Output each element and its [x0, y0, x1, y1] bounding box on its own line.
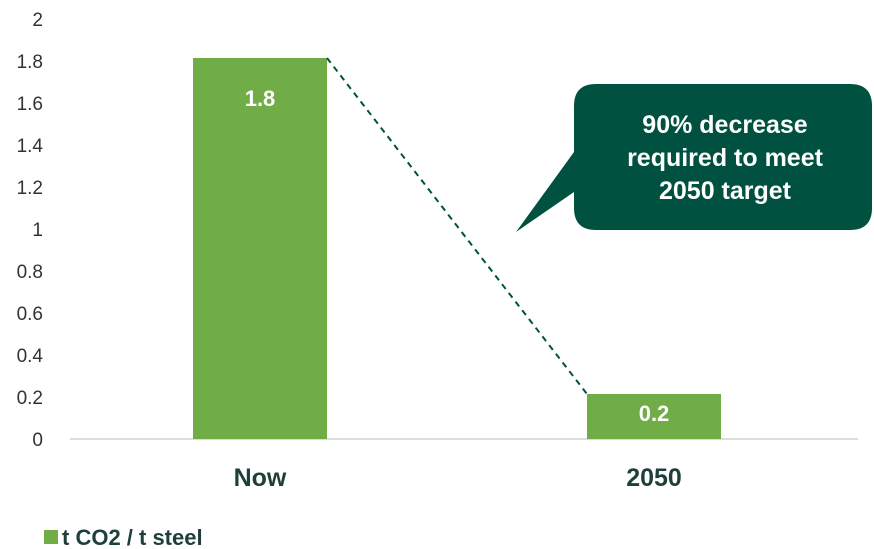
callout-line-2: required to meet	[627, 144, 824, 172]
legend-swatch	[44, 530, 58, 544]
legend: t CO2 / t steel	[44, 525, 203, 549]
data-label-2050: 0.2	[639, 401, 670, 426]
bar-2050	[587, 394, 721, 439]
callout-line-3: 2050 target	[659, 177, 792, 205]
data-label-now: 1.8	[245, 86, 276, 111]
y-tick-label: 2	[32, 10, 43, 31]
callout-bubble	[516, 84, 872, 232]
y-tick-label: 1	[32, 220, 43, 241]
bar-now	[193, 58, 327, 439]
y-tick-label: 1.8	[17, 52, 43, 73]
y-tick-label: 0.8	[17, 262, 43, 283]
callout-line-1: 90% decrease	[642, 111, 808, 139]
y-tick-label: 1.2	[17, 178, 43, 199]
callout-annotation: 90% decrease required to meet 2050 targe…	[516, 84, 872, 232]
y-tick-label: 0.4	[17, 346, 44, 367]
y-tick-label: 0	[32, 430, 43, 451]
y-tick-label: 0.2	[17, 388, 43, 409]
x-category-label-2050: 2050	[626, 464, 682, 492]
y-axis-ticks: 0 0.2 0.4 0.6 0.8 1 1.2 1.4 1.6 1.8 2	[17, 10, 44, 451]
y-tick-label: 1.6	[17, 94, 43, 115]
x-category-label-now: Now	[234, 464, 287, 492]
bars: 1.8 Now 0.2 2050	[193, 58, 721, 492]
decrease-connector-line	[326, 57, 588, 395]
y-tick-label: 1.4	[17, 136, 44, 157]
legend-label: t CO2 / t steel	[62, 525, 203, 549]
y-tick-label: 0.6	[17, 304, 43, 325]
